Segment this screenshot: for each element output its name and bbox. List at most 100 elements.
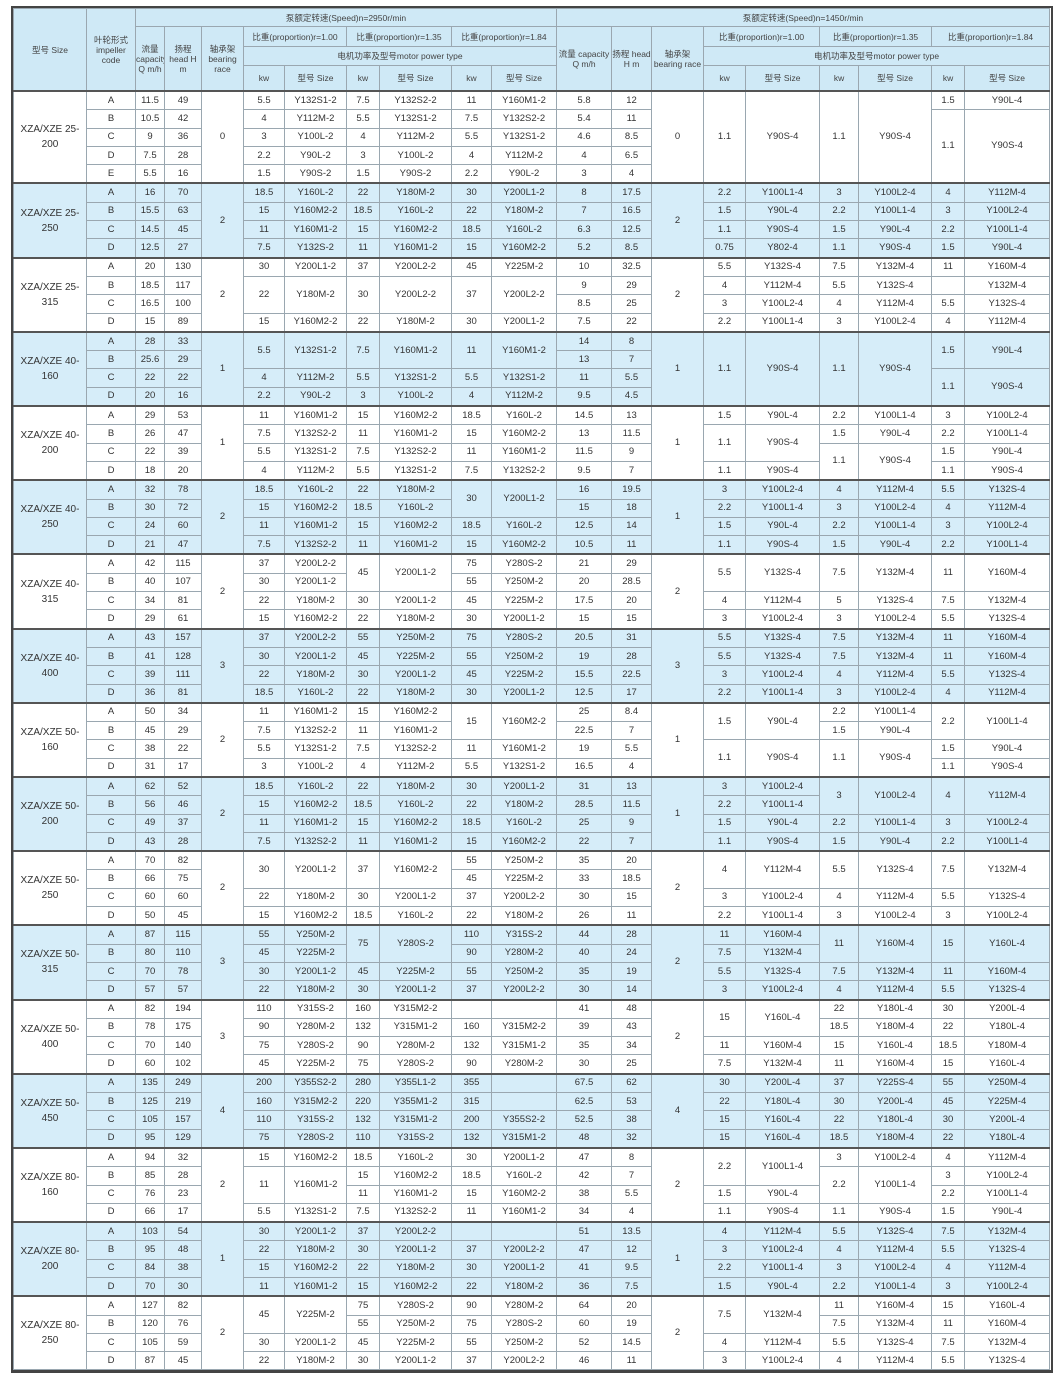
motor-size-cell: Y200L1-2 (284, 1332, 347, 1353)
motor-size-cell: Y160L-2 (379, 1146, 452, 1168)
motor-size-low-cell: Y132M-4 (964, 591, 1051, 611)
motor-size-cell: Y280M-2 (490, 1054, 558, 1075)
motor-size-low-cell: Y112M-4 (745, 850, 821, 889)
motor-size-low-cell: Y112M-4 (745, 275, 821, 296)
kw-cell: 30 (346, 980, 380, 1001)
motor-size-low-cell: Y100L2-4 (745, 1240, 821, 1260)
motor-size-low-cell: Y100L1-4 (745, 182, 821, 203)
head-cell: 32 (164, 1146, 202, 1168)
motor-size-cell: Y250M-2 (379, 627, 452, 648)
kw-cell: 15 (243, 795, 285, 815)
motor-size-low-cell: Y100L1-4 (858, 201, 933, 222)
kw-cell: 2.2 (451, 164, 492, 184)
head-low-cell: 7 (611, 831, 653, 852)
head-low-cell: 25 (611, 294, 653, 314)
motor-size-cell: Y225M-2 (379, 1332, 452, 1353)
kw-cell: 11 (346, 721, 380, 741)
kw-low-cell: 1.1 (931, 109, 966, 184)
capacity-cell: 16 (135, 182, 165, 203)
motor-size-low-cell: Y112M-4 (964, 775, 1051, 815)
motor-size-cell: Y160M1-2 (284, 1277, 347, 1297)
head-low-cell: 19 (611, 961, 653, 982)
head-low-cell: 8.5 (611, 238, 653, 259)
capacity-low-cell: 20.5 (556, 627, 613, 648)
kw-cell: 45 (451, 665, 492, 685)
impeller-code-cell: A (86, 479, 136, 500)
capacity-low-cell: 25 (556, 813, 613, 833)
capacity-cell: 42 (135, 553, 165, 574)
motor-size-low-cell: Y112M-4 (745, 591, 821, 611)
header-motor-low: 电机功率及型号motor power type (703, 46, 1051, 66)
motor-size-cell: Y132S1-2 (379, 460, 452, 481)
impeller-code-cell: C (86, 442, 136, 462)
kw-cell: 22 (451, 201, 492, 222)
capacity-cell: 82 (135, 998, 165, 1019)
motor-size-cell: Y160M2-2 (379, 850, 452, 889)
table-row: D 36 81 18.5 Y160L-2 22 Y180M-2 30 Y200L1-2 12.5 1… (14, 683, 1051, 704)
head-cell: 45 (164, 220, 202, 240)
capacity-low-cell: 4.6 (556, 127, 613, 147)
head-low-cell: 12 (611, 1240, 653, 1260)
header-motor-size: 型号 Size (379, 65, 452, 92)
kw-low-cell: 2.2 (703, 1146, 747, 1186)
motor-size-cell: Y160M1-2 (284, 405, 347, 426)
table-row: B 18.5 117 22 Y180M-2 30 Y200L2-2 37 Y200L2-2 9 29… (14, 275, 1051, 314)
bearing-low-cell: 2 (651, 1146, 705, 1223)
head-cell: 140 (164, 1036, 202, 1056)
kw-cell: 7.5 (346, 330, 380, 370)
bearing-cell: 2 (201, 701, 244, 778)
head-low-cell: 15 (611, 887, 653, 908)
motor-size-cell: Y200L2-2 (490, 887, 558, 908)
head-cell: 22 (164, 368, 202, 388)
kw-low-cell: 2.2 (703, 683, 747, 704)
kw-low-cell: 1.5 (703, 516, 747, 537)
kw-cell: 30 (243, 850, 285, 889)
kw-cell: 7.5 (451, 109, 492, 129)
kw-low-cell: 7.5 (703, 943, 747, 963)
motor-size-low-cell: Y180L-4 (858, 998, 933, 1019)
kw-low-cell: 2.2 (931, 535, 966, 555)
capacity-cell: 24 (135, 516, 165, 537)
motor-size-low-cell: Y100L1-4 (964, 1184, 1051, 1204)
kw-low-cell: 2.2 (819, 516, 860, 537)
motor-size-low-cell: Y90S-4 (745, 535, 821, 555)
pump-size-cell: XZA/XZE 25-250 (13, 182, 87, 259)
head-cell: 16 (164, 386, 202, 407)
motor-size-cell: Y200L1-2 (490, 312, 558, 333)
motor-size-low-cell: Y100L1-4 (964, 535, 1051, 555)
kw-low-cell: 3 (819, 609, 860, 630)
table-row: XZA/XZE 50-160 A 50 34 2 11 Y160M1-2 15 Y160M2-2… (13, 701, 1051, 778)
head-low-cell: 62 (611, 1072, 653, 1094)
kw-cell: 90 (243, 1017, 285, 1038)
motor-size-cell: Y132S1-2 (490, 757, 558, 778)
motor-size-cell: Y132S1-2 (284, 90, 347, 111)
motor-size-low-cell: Y100L1-4 (858, 1277, 933, 1297)
capacity-cell: 45 (135, 721, 165, 741)
pump-size-cell: XZA/XZE 50-450 (13, 1072, 87, 1149)
table-row: B 30 72 15 Y160M2-2 18.5 Y160L-2 15 18 2.2 Y100L1-… (14, 498, 1051, 518)
capacity-cell: 50 (135, 701, 165, 723)
kw-low-cell: 1.1 (931, 757, 966, 778)
impeller-code-cell: A (86, 627, 136, 648)
kw-low-cell: 5.5 (703, 553, 747, 593)
head-cell: 82 (164, 1295, 202, 1316)
kw-cell: 4 (451, 145, 492, 166)
motor-size-cell: Y200L2-2 (379, 275, 452, 314)
table-row: B 45 29 7.5 Y132S2-2 11 Y160M1-2 22.5 7 1.5 Y90L-4 (14, 721, 1050, 741)
capacity-cell: 76 (135, 1184, 165, 1204)
kw-cell: 3 (243, 757, 285, 778)
motor-size-cell: Y160L-2 (379, 795, 452, 815)
kw-cell: 75 (451, 627, 492, 648)
kw-low-cell: 3 (703, 294, 747, 314)
motor-size-low-cell: Y100L1-4 (858, 516, 933, 537)
header-kw: kw (819, 65, 860, 92)
table-row: E 5.5 16 1.5 Y90S-2 1.5 Y90S-2 2.2 Y90L-2 3 4 (14, 164, 1050, 184)
kw-cell: 7.5 (346, 90, 380, 111)
motor-size-cell: Y315M2-2 (284, 1092, 347, 1112)
capacity-cell: 57 (135, 980, 165, 1001)
kw-cell: 7.5 (346, 1202, 380, 1223)
head-cell: 17 (164, 1202, 202, 1223)
kw-low-cell: 1.5 (819, 831, 860, 852)
kw-cell: 5.5 (346, 368, 380, 388)
capacity-low-cell: 7.5 (556, 312, 613, 333)
